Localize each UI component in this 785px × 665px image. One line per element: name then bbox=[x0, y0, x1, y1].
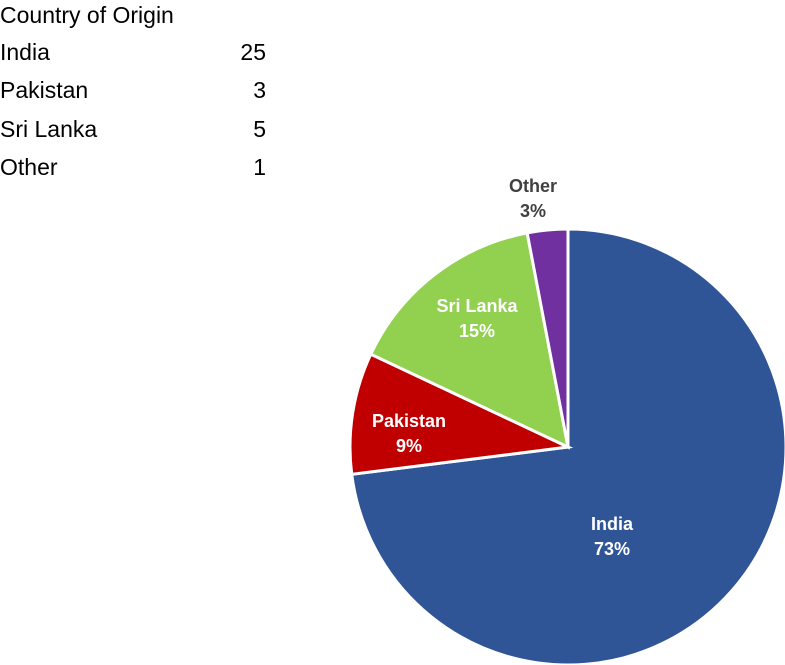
row-label: Other bbox=[0, 154, 58, 180]
table-row: Pakistan 3 bbox=[0, 75, 266, 105]
slice-label: Pakistan bbox=[372, 411, 446, 431]
row-label: India bbox=[0, 39, 50, 65]
header-text: Country of Origin bbox=[0, 2, 174, 28]
row-label: Pakistan bbox=[0, 77, 89, 103]
table-header: Country of Origin bbox=[0, 0, 266, 30]
pie-slice bbox=[368, 231, 571, 450]
pie-slice bbox=[525, 227, 570, 448]
slice-label: India bbox=[591, 514, 634, 534]
slice-value-label: 73% bbox=[594, 539, 630, 559]
table-row: Other 1 bbox=[0, 152, 266, 182]
slice-value-label: 15% bbox=[459, 321, 495, 341]
row-label: Sri Lanka bbox=[0, 116, 98, 142]
table-row: Sri Lanka 5 bbox=[0, 114, 266, 144]
slice-label: Other bbox=[509, 176, 557, 196]
table-row: India 25 bbox=[0, 37, 266, 67]
row-value: 25 bbox=[240, 39, 266, 65]
slice-value-label: 3% bbox=[520, 201, 546, 221]
row-value: 1 bbox=[253, 154, 266, 180]
pie-slice bbox=[348, 352, 574, 476]
slice-label: Sri Lanka bbox=[436, 296, 518, 316]
row-value: 3 bbox=[253, 77, 266, 103]
slice-value-label: 9% bbox=[396, 436, 422, 456]
row-value: 5 bbox=[253, 116, 266, 142]
